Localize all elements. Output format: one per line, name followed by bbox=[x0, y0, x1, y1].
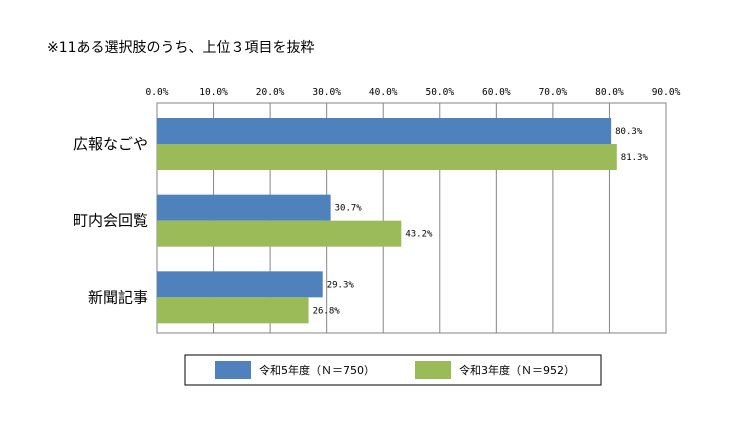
x-tick-label: 70.0% bbox=[539, 87, 568, 98]
data-label: 80.3% bbox=[615, 127, 643, 137]
bar bbox=[157, 271, 323, 298]
x-tick-label: 90.0% bbox=[652, 87, 681, 98]
legend-swatch bbox=[415, 361, 451, 379]
legend-label: 令和3年度（Ｎ＝952） bbox=[459, 363, 575, 377]
bar bbox=[157, 118, 612, 144]
legend-swatch bbox=[215, 361, 251, 379]
data-label: 81.3% bbox=[621, 153, 649, 163]
x-tick-label: 10.0% bbox=[199, 87, 228, 98]
x-tick-label: 0.0% bbox=[146, 87, 169, 98]
x-tick-label: 40.0% bbox=[369, 87, 398, 98]
category-label: 町内会回覧 bbox=[73, 212, 148, 230]
legend-label: 令和5年度（Ｎ＝750） bbox=[259, 363, 375, 377]
x-tick-label: 60.0% bbox=[482, 87, 511, 98]
legend: 令和5年度（Ｎ＝750） 令和3年度（Ｎ＝952） bbox=[184, 354, 602, 386]
data-label: 29.3% bbox=[327, 280, 355, 290]
bar bbox=[157, 194, 331, 221]
bar bbox=[157, 297, 309, 324]
data-label: 43.2% bbox=[405, 230, 433, 240]
bar bbox=[157, 220, 402, 247]
x-tick-label: 50.0% bbox=[425, 87, 454, 98]
x-tick-label: 30.0% bbox=[312, 87, 341, 98]
bar bbox=[157, 144, 617, 170]
data-label: 26.8% bbox=[313, 306, 341, 316]
x-tick-label: 20.0% bbox=[256, 87, 285, 98]
x-tick-label: 80.0% bbox=[595, 87, 624, 98]
category-label: 新聞記事 bbox=[88, 288, 148, 306]
category-label: 広報なごや bbox=[73, 135, 148, 153]
chart-title: ※11ある選択肢のうち、上位３項目を抜粋 bbox=[47, 40, 315, 56]
plot-area: 0.0% 10.0% 20.0% 30.0% 40.0% 50.0% 60.0% 70.0% 8… bbox=[73, 87, 681, 334]
data-label: 30.7% bbox=[335, 204, 363, 214]
legend-box bbox=[184, 354, 602, 386]
